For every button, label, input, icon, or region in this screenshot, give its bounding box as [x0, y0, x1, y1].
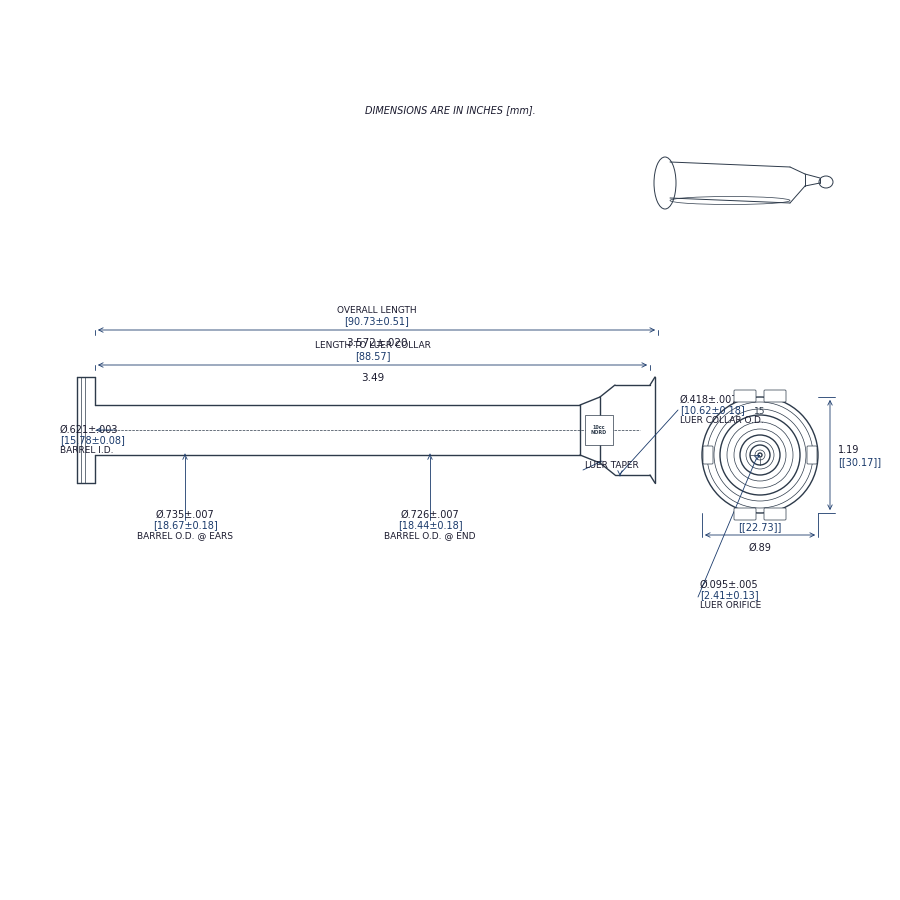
Text: BARREL I.D.: BARREL I.D.: [60, 446, 113, 455]
Text: 15: 15: [754, 408, 766, 417]
Bar: [585, 415, 613, 445]
Text: LUER ORIFICE: LUER ORIFICE: [700, 601, 761, 610]
FancyBboxPatch shape: [734, 390, 756, 402]
Text: Ø.621±.003: Ø.621±.003: [60, 425, 119, 435]
Text: [90.73±0.51]: [90.73±0.51]: [344, 316, 409, 326]
Text: [18.67±0.18]: [18.67±0.18]: [153, 520, 218, 530]
Text: [88.57]: [88.57]: [355, 351, 391, 361]
Text: Ø.418±.007: Ø.418±.007: [680, 395, 739, 405]
Text: 3.572±.020: 3.572±.020: [346, 338, 407, 348]
Text: DIMENSIONS ARE IN INCHES [mm].: DIMENSIONS ARE IN INCHES [mm].: [364, 105, 536, 115]
Text: LUER COLLAR O.D.: LUER COLLAR O.D.: [680, 416, 764, 425]
Text: BARREL O.D. @ EARS: BARREL O.D. @ EARS: [137, 531, 233, 540]
Text: [2.41±0.13]: [2.41±0.13]: [700, 590, 759, 600]
Text: Ø.095±.005: Ø.095±.005: [700, 580, 759, 590]
Text: Ø.726±.007: Ø.726±.007: [400, 510, 459, 520]
FancyBboxPatch shape: [703, 446, 713, 464]
Text: [[22.73]]: [[22.73]]: [738, 522, 782, 532]
Text: [18.44±0.18]: [18.44±0.18]: [398, 520, 463, 530]
Text: BARREL O.D. @ END: BARREL O.D. @ END: [384, 531, 476, 540]
FancyBboxPatch shape: [764, 390, 786, 402]
FancyBboxPatch shape: [734, 508, 756, 520]
Text: 10cc
NORD: 10cc NORD: [591, 425, 608, 436]
Text: OVERALL LENGTH: OVERALL LENGTH: [337, 306, 417, 315]
Text: [[30.17]]: [[30.17]]: [838, 457, 881, 467]
Text: 1.19: 1.19: [838, 445, 860, 455]
Text: [15.78±0.08]: [15.78±0.08]: [60, 435, 125, 445]
Text: 3.49: 3.49: [361, 373, 384, 383]
Text: [10.62±0.18]: [10.62±0.18]: [680, 405, 745, 415]
FancyBboxPatch shape: [764, 508, 786, 520]
FancyBboxPatch shape: [807, 446, 817, 464]
Text: LUER TAPER: LUER TAPER: [585, 461, 639, 470]
Text: Ø.89: Ø.89: [749, 543, 771, 553]
Text: Ø.735±.007: Ø.735±.007: [156, 510, 214, 520]
Text: LENGTH TO LUER COLLAR: LENGTH TO LUER COLLAR: [315, 341, 430, 350]
